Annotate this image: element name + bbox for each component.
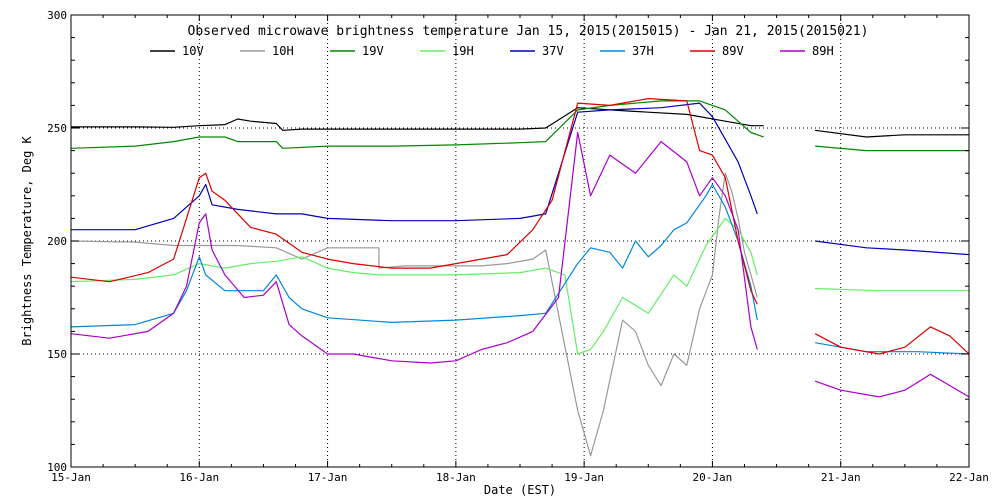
x-tick-label: 21-Jan xyxy=(821,471,861,484)
legend: 10V 10H 19V 19H 37V 37H 89V 89H xyxy=(150,44,834,58)
series-line-10v xyxy=(71,107,969,138)
y-tick-label: 300 xyxy=(47,9,67,22)
x-tick-label: 16-Jan xyxy=(179,471,219,484)
series-line-89h xyxy=(70,131,970,398)
series-line-37v xyxy=(71,102,970,256)
series-line-10h xyxy=(70,172,758,457)
x-tick-label: 20-Jan xyxy=(693,471,733,484)
legend-label-10v: 10V xyxy=(182,44,204,58)
series-line-19v xyxy=(70,100,969,152)
y-tick-label: 100 xyxy=(47,461,67,474)
legend-label-37h: 37H xyxy=(632,44,654,58)
y-axis-title: Brightness Temperature, Deg K xyxy=(20,135,34,345)
legend-label-89h: 89H xyxy=(812,44,834,58)
x-axis-title: Date (EST) xyxy=(484,483,556,497)
x-tick-label: 17-Jan xyxy=(308,471,348,484)
x-tick-label: 22-Jan xyxy=(949,471,989,484)
chart-title: Observed microwave brightness temperatur… xyxy=(188,24,869,39)
legend-label-19v: 19V xyxy=(362,44,384,58)
legend-label-19h: 19H xyxy=(452,44,474,58)
x-tick-label: 19-Jan xyxy=(564,471,604,484)
legend-label-37v: 37V xyxy=(542,44,564,58)
ticks: 15-Jan 16-Jan 17-Jan 18-Jan 19-Jan 20-Jan 21-J… xyxy=(47,9,989,484)
series-line-89v xyxy=(70,98,970,355)
x-tick-label: 15-Jan xyxy=(51,471,91,484)
y-tick-label: 150 xyxy=(47,348,67,361)
series-lines xyxy=(70,98,970,457)
x-tick-label: 18-Jan xyxy=(436,471,476,484)
legend-label-89v: 89V xyxy=(722,44,744,58)
series-line-19h xyxy=(70,217,969,355)
y-tick-label: 200 xyxy=(47,235,67,248)
y-tick-label: 250 xyxy=(47,122,67,135)
legend-label-10h: 10H xyxy=(272,44,294,58)
